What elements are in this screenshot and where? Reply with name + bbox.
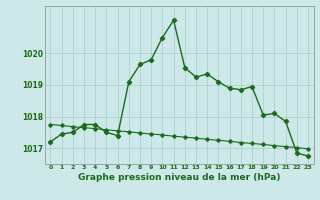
X-axis label: Graphe pression niveau de la mer (hPa): Graphe pression niveau de la mer (hPa): [78, 173, 280, 182]
